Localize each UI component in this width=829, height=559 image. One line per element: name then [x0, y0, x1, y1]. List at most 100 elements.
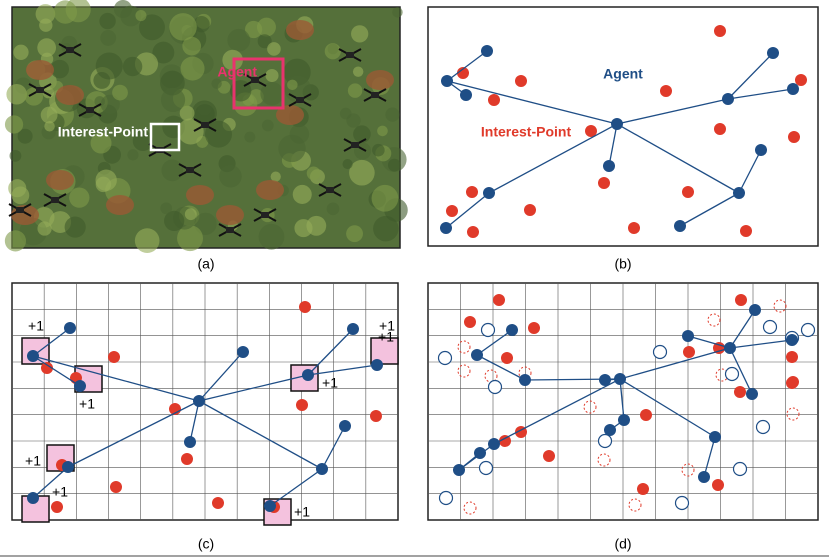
interest-point — [713, 342, 725, 354]
interest-point — [493, 294, 505, 306]
tree — [152, 41, 175, 64]
agent — [441, 75, 453, 87]
tree — [261, 119, 274, 132]
drone — [261, 212, 269, 218]
tree — [371, 184, 399, 212]
reward-label: +1 — [28, 318, 44, 334]
link — [269, 468, 323, 507]
interest-point — [110, 481, 122, 493]
agent — [193, 395, 205, 407]
tree — [37, 221, 52, 236]
link — [32, 327, 71, 357]
interest-point — [637, 483, 649, 495]
tree — [69, 187, 90, 208]
tree — [346, 225, 363, 243]
panel-c: +1+1+1+1+1+1+1+1 — [11, 282, 399, 526]
agent — [371, 359, 383, 371]
link — [476, 354, 526, 381]
agent — [786, 334, 798, 346]
agent — [339, 420, 351, 432]
agent-label: Agent — [603, 66, 643, 82]
interest-point — [296, 399, 308, 411]
tree — [127, 149, 139, 161]
interest-point — [683, 346, 695, 358]
agent-box — [232, 57, 285, 110]
tree — [244, 20, 263, 39]
agent — [682, 330, 694, 342]
interest-point — [712, 479, 724, 491]
link — [445, 192, 490, 229]
old-interest — [786, 407, 800, 421]
agent — [709, 431, 721, 443]
tree — [160, 202, 173, 215]
tree — [219, 165, 242, 188]
panel-a — [4, 0, 408, 253]
reward-label: +1 — [52, 484, 68, 500]
tree — [17, 128, 33, 144]
tree — [205, 120, 232, 148]
reward-label: +1 — [25, 453, 41, 469]
drone — [66, 47, 74, 53]
interest-point — [734, 386, 746, 398]
old-interest — [457, 340, 471, 354]
link — [727, 88, 794, 100]
interest-area — [366, 70, 394, 90]
interest-point — [660, 85, 672, 97]
tree — [169, 13, 197, 41]
agent — [599, 374, 611, 386]
tree — [64, 216, 86, 238]
tree — [180, 56, 205, 81]
link — [32, 466, 69, 499]
interest-area — [286, 20, 314, 40]
link — [616, 98, 729, 125]
tree — [90, 132, 112, 154]
previous-agent — [755, 419, 771, 435]
tree — [50, 59, 70, 79]
old-interest — [707, 313, 721, 327]
drone — [16, 207, 24, 213]
agent — [474, 447, 486, 459]
tree — [177, 225, 204, 252]
tree — [139, 14, 165, 41]
agent — [674, 220, 686, 232]
old-interest — [681, 463, 695, 477]
tree — [392, 7, 403, 18]
tree — [100, 94, 120, 114]
tree — [161, 159, 184, 182]
interest-point — [370, 410, 382, 422]
panel-b — [427, 6, 819, 247]
tree — [258, 223, 285, 250]
caption: (a) — [197, 256, 214, 272]
agent — [519, 374, 531, 386]
interest-point — [51, 501, 63, 513]
tree — [9, 149, 22, 162]
tree — [184, 208, 197, 221]
interest-area — [56, 85, 84, 105]
interest-point — [464, 316, 476, 328]
agent-label: Agent — [217, 64, 257, 80]
agent — [481, 45, 493, 57]
tree — [257, 34, 272, 49]
agent — [440, 222, 452, 234]
tree — [351, 25, 369, 43]
interest-point — [212, 497, 224, 509]
agent — [746, 388, 758, 400]
tree — [44, 120, 55, 132]
labels: Agent Interest-Point Agent Interest-Poin… — [58, 64, 643, 552]
tree — [289, 124, 310, 144]
tree — [194, 212, 217, 235]
agent — [316, 463, 328, 475]
reward-label: +1 — [379, 318, 395, 334]
agent — [614, 373, 626, 385]
link — [307, 364, 378, 376]
agent — [453, 464, 465, 476]
tree — [339, 107, 352, 120]
interest-area — [186, 185, 214, 205]
tree — [35, 4, 56, 24]
tree — [270, 171, 281, 182]
agent — [483, 187, 495, 199]
tree — [11, 186, 30, 205]
tree — [326, 202, 340, 216]
interest-point — [795, 74, 807, 86]
agent — [488, 438, 500, 450]
